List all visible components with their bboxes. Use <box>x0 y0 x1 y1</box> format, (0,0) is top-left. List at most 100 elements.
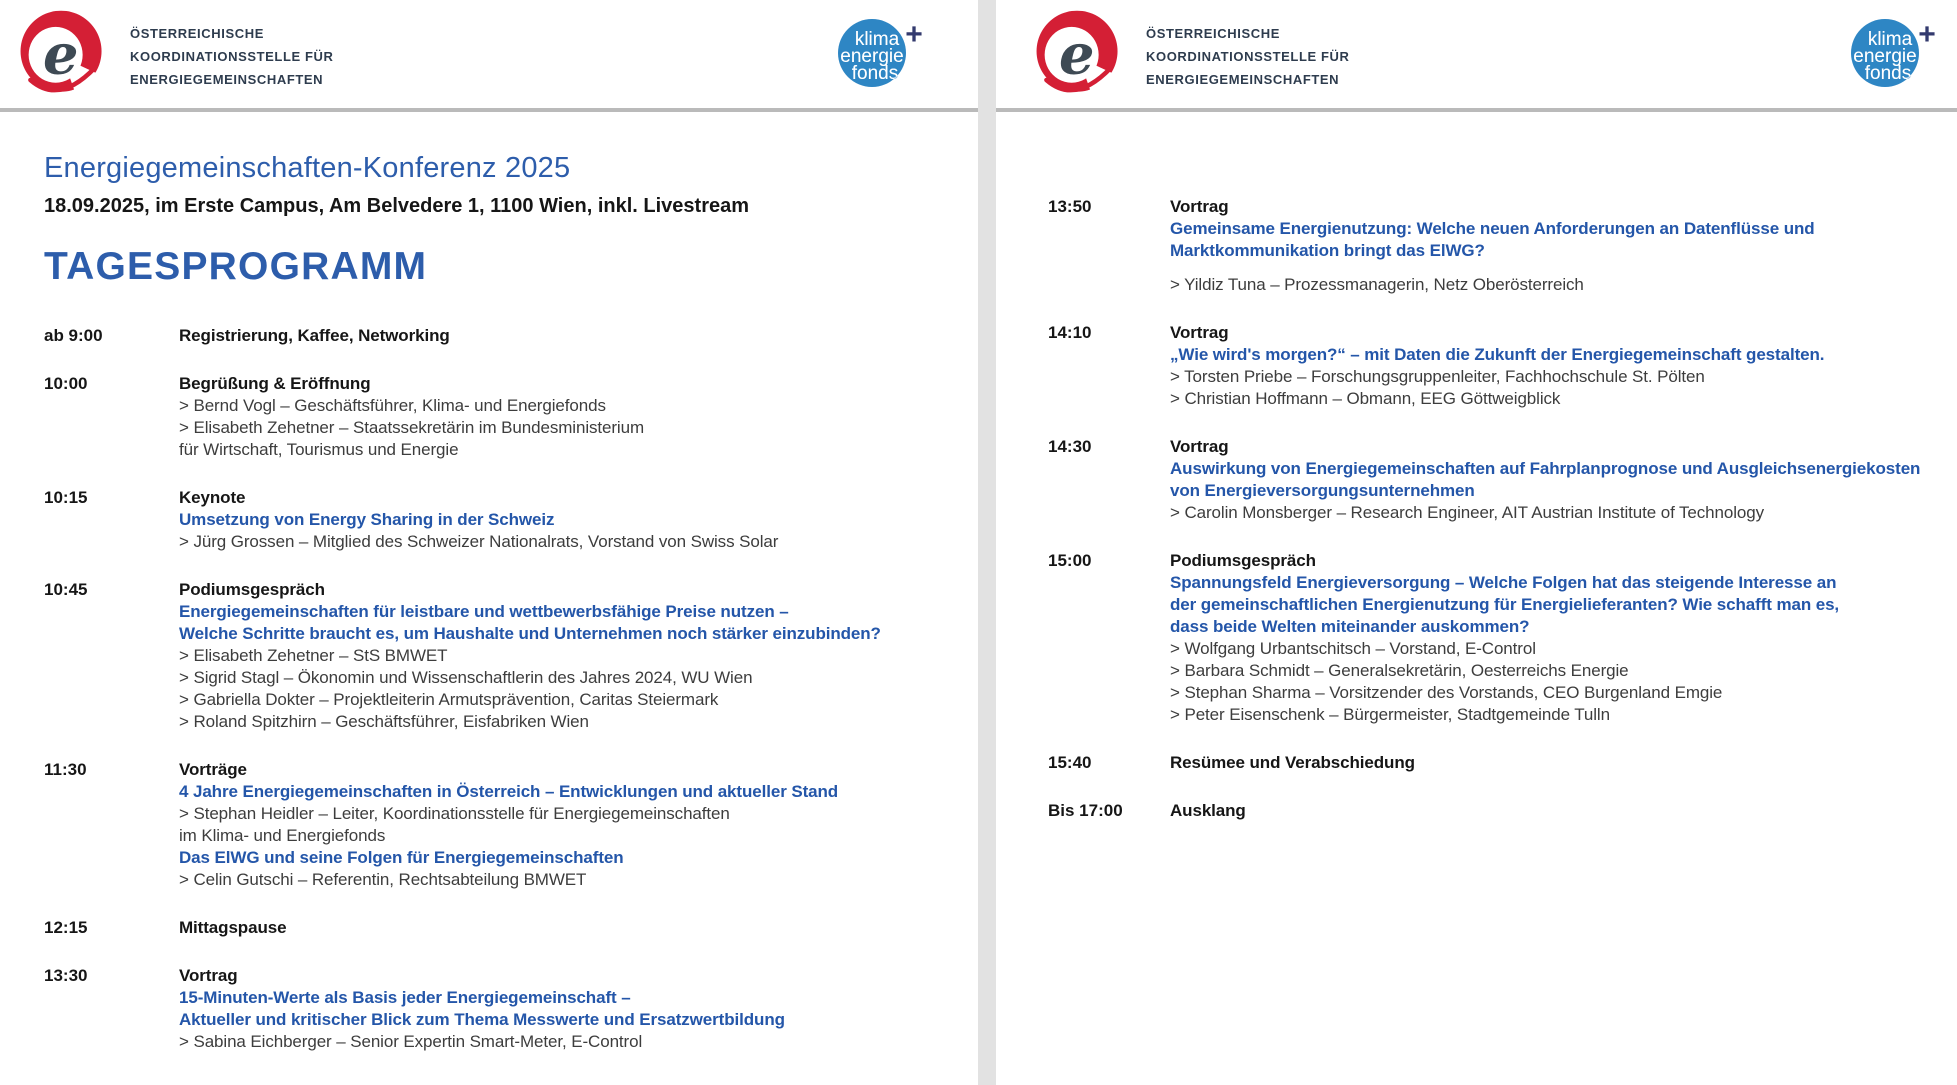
speaker-line: > Christian Hoffmann – Obmann, EEG Göttw… <box>1170 389 1561 408</box>
page-header: e ÖSTERREICHISCHE KOORDINATIONSSTELLE FÜ… <box>0 0 978 112</box>
fund-logo-text: energie <box>840 46 903 67</box>
session-type: Vortrag <box>1170 197 1229 216</box>
entry-time: 12:15 <box>44 918 88 937</box>
fund-logo-text: klima <box>1868 29 1913 50</box>
session-type: Ausklang <box>1170 801 1246 820</box>
session-title: Auswirkung von Energiegemeinschaften auf… <box>1170 459 1921 478</box>
event-details: 18.09.2025, im Erste Campus, Am Belveder… <box>44 195 749 217</box>
entry-time: ab 9:00 <box>44 326 103 345</box>
entry-content: Vortrag Gemeinsame Energienutzung: Welche… <box>1170 196 1943 296</box>
fund-logo-plus: + <box>905 18 923 51</box>
session-type: Vortrag <box>1170 437 1229 456</box>
speaker-line: > Celin Gutschi – Referentin, Rechtsabte… <box>179 870 587 889</box>
fund-logo-text: klima <box>855 29 900 50</box>
session-type: Podiumsgespräch <box>179 580 325 599</box>
schedule-entry: 14:10 Vortrag „Wie wird's morgen?“ – mit D… <box>1048 322 1943 410</box>
entry-content: Podiumsgespräch Energiegemeinschaften für… <box>179 579 958 733</box>
schedule-entry: 14:30 Vortrag Auswirkung von Energiegemein… <box>1048 436 1943 524</box>
schedule-entry: 13:50 Vortrag Gemeinsame Energienutzung: W… <box>1048 196 1943 296</box>
speaker-line: > Sabina Eichberger – Senior Expertin Sm… <box>179 1032 643 1051</box>
schedule-entry: 10:15 Keynote Umsetzung von Energy Sharing… <box>44 487 958 553</box>
entry-content: Vortrag Auswirkung von Energiegemeinschaf… <box>1170 436 1943 524</box>
session-type: Vortrag <box>1170 323 1229 342</box>
fund-logo-text: energie <box>840 46 903 67</box>
org-name-line: ENERGIEGEMEINSCHAFTEN <box>130 71 324 87</box>
schedule-entry: ab 9:00 Registrierung, Kaffee, Networking <box>44 325 958 347</box>
schedule-entry: 10:45 Podiumsgespräch Energiegemeinschafte… <box>44 579 958 733</box>
org-name-line: KOORDINATIONSSTELLE FÜR <box>130 48 334 64</box>
entry-content: Ausklang <box>1170 800 1943 822</box>
session-title: Gemeinsame Energienutzung: Welche neuen … <box>1170 219 1815 238</box>
speaker-line: > Jürg Grossen – Mitglied des Schweizer … <box>179 532 779 551</box>
entry-time: 10:00 <box>44 374 88 393</box>
fund-logo-text: fonds <box>1865 63 1911 84</box>
entry-content: Resümee und Verabschiedung <box>1170 752 1943 774</box>
speaker-line: > Torsten Priebe – Forschungsgruppenleit… <box>1170 367 1705 386</box>
entry-content: Vortrag 15-Minuten-Werte als Basis jeder … <box>179 965 958 1053</box>
fund-logo-text: energie <box>1853 46 1916 67</box>
fund-logo-text: fonds <box>852 63 898 84</box>
page-left: e ÖSTERREICHISCHE KOORDINATIONSSTELLE FÜ… <box>0 0 978 1085</box>
org-brand: e ÖSTERREICHISCHE KOORDINATIONSSTELLE FÜ… <box>16 8 334 98</box>
session-title: der gemeinschaftlichen Energienutzung fü… <box>1170 595 1840 614</box>
schedule-entry: 13:30 Vortrag 15-Minuten-Werte als Basis j… <box>44 965 958 1053</box>
session-title: Umsetzung von Energy Sharing in der Schw… <box>179 510 555 529</box>
speaker-line: > Gabriella Dokter – Projektleiterin Arm… <box>179 690 719 709</box>
session-title: von Energieversorgungsunternehmen <box>1170 481 1475 500</box>
page-header: e ÖSTERREICHISCHE KOORDINATIONSSTELLE FÜ… <box>996 0 1957 112</box>
schedule-left: ab 9:00 Registrierung, Kaffee, Networking… <box>44 325 958 1053</box>
fund-logo-text: fonds <box>1865 63 1911 84</box>
org-logo-letter: e <box>1059 23 1095 88</box>
speaker-line: > Barbara Schmidt – Generalsekretärin, O… <box>1170 661 1629 680</box>
entry-content: Vortrag „Wie wird's morgen?“ – mit Daten … <box>1170 322 1943 410</box>
schedule-right: 13:50 Vortrag Gemeinsame Energienutzung: W… <box>1048 196 1943 822</box>
session-type: Podiumsgespräch <box>1170 551 1316 570</box>
entry-time: 13:30 <box>44 966 88 985</box>
org-name: ÖSTERREICHISCHE KOORDINATIONSSTELLE FÜR … <box>1146 16 1350 91</box>
entry-time: 14:30 <box>1048 437 1092 456</box>
session-type: Begrüßung & Eröffnung <box>179 374 371 393</box>
schedule-entry: 15:40 Resümee und Verabschiedung <box>1048 752 1943 774</box>
speaker-line: > Peter Eisenschenk – Bürgermeister, Sta… <box>1170 705 1610 724</box>
session-title: 4 Jahre Energiegemeinschaften in Österre… <box>179 782 839 801</box>
klima-energie-fonds-logo: klima energie fonds klima energie fonds … <box>1851 18 1936 87</box>
org-name-line: ENERGIEGEMEINSCHAFTEN <box>1146 71 1340 87</box>
entry-content: Keynote Umsetzung von Energy Sharing in d… <box>179 487 958 553</box>
fund-logo-plus: + <box>1918 18 1936 51</box>
session-type: Keynote <box>179 488 246 507</box>
org-name-line: KOORDINATIONSSTELLE FÜR <box>1146 48 1350 64</box>
entry-time: 14:10 <box>1048 323 1092 342</box>
page-right: e ÖSTERREICHISCHE KOORDINATIONSSTELLE FÜ… <box>996 0 1957 1085</box>
entry-time: 13:50 <box>1048 197 1092 216</box>
entry-content: Begrüßung & Eröffnung > Bernd Vogl – Gesc… <box>179 373 958 461</box>
section-heading: TAGESPROGRAMM <box>44 245 428 288</box>
entry-time: 10:45 <box>44 580 88 599</box>
klima-energie-fonds-logo: klima energie fonds klima energie fonds … <box>838 18 923 87</box>
session-type: Vorträge <box>179 760 247 779</box>
org-logo-letter: e <box>43 23 79 88</box>
fund-logo-text: energie <box>1853 46 1916 67</box>
schedule-entry: 12:15 Mittagspause <box>44 917 958 939</box>
session-type: Vortrag <box>179 966 238 985</box>
org-e-swoosh-logo: e <box>20 10 106 98</box>
speaker-line: > Yildiz Tuna – Prozessmanagerin, Netz O… <box>1170 275 1584 294</box>
speaker-line: > Wolfgang Urbantschitsch – Vorstand, E-… <box>1170 639 1536 658</box>
org-name-line: ÖSTERREICHISCHE <box>1146 25 1280 41</box>
speaker-line: > Sigrid Stagl – Ökonomin und Wissenscha… <box>179 668 753 687</box>
speaker-line: > Stephan Heidler – Leiter, Koordination… <box>179 804 730 823</box>
session-title: „Wie wird's morgen?“ – mit Daten die Zuk… <box>1170 345 1825 364</box>
speaker-line: > Elisabeth Zehetner – Staatssekretärin … <box>179 418 645 437</box>
schedule-entry: 10:00 Begrüßung & Eröffnung > Bernd Vogl –… <box>44 373 958 461</box>
session-type: Resümee und Verabschiedung <box>1170 753 1415 772</box>
speaker-line: > Carolin Monsberger – Research Engineer… <box>1170 503 1765 522</box>
entry-time: 15:40 <box>1048 753 1092 772</box>
session-type: Mittagspause <box>179 918 287 937</box>
fund-logo-text: klima <box>1868 29 1913 50</box>
org-name-line: ÖSTERREICHISCHE <box>130 25 264 41</box>
entry-time: Bis 17:00 <box>1048 801 1123 820</box>
speaker-continuation: für Wirtschaft, Tourismus und Energie <box>179 440 459 459</box>
schedule-entry: 15:00 Podiumsgespräch Spannungsfeld Energi… <box>1048 550 1943 726</box>
entry-content: Vorträge 4 Jahre Energiegemeinschaften in… <box>179 759 958 891</box>
page-body: Energiegemeinschaften-Konferenz 2025 18.… <box>0 112 978 1053</box>
